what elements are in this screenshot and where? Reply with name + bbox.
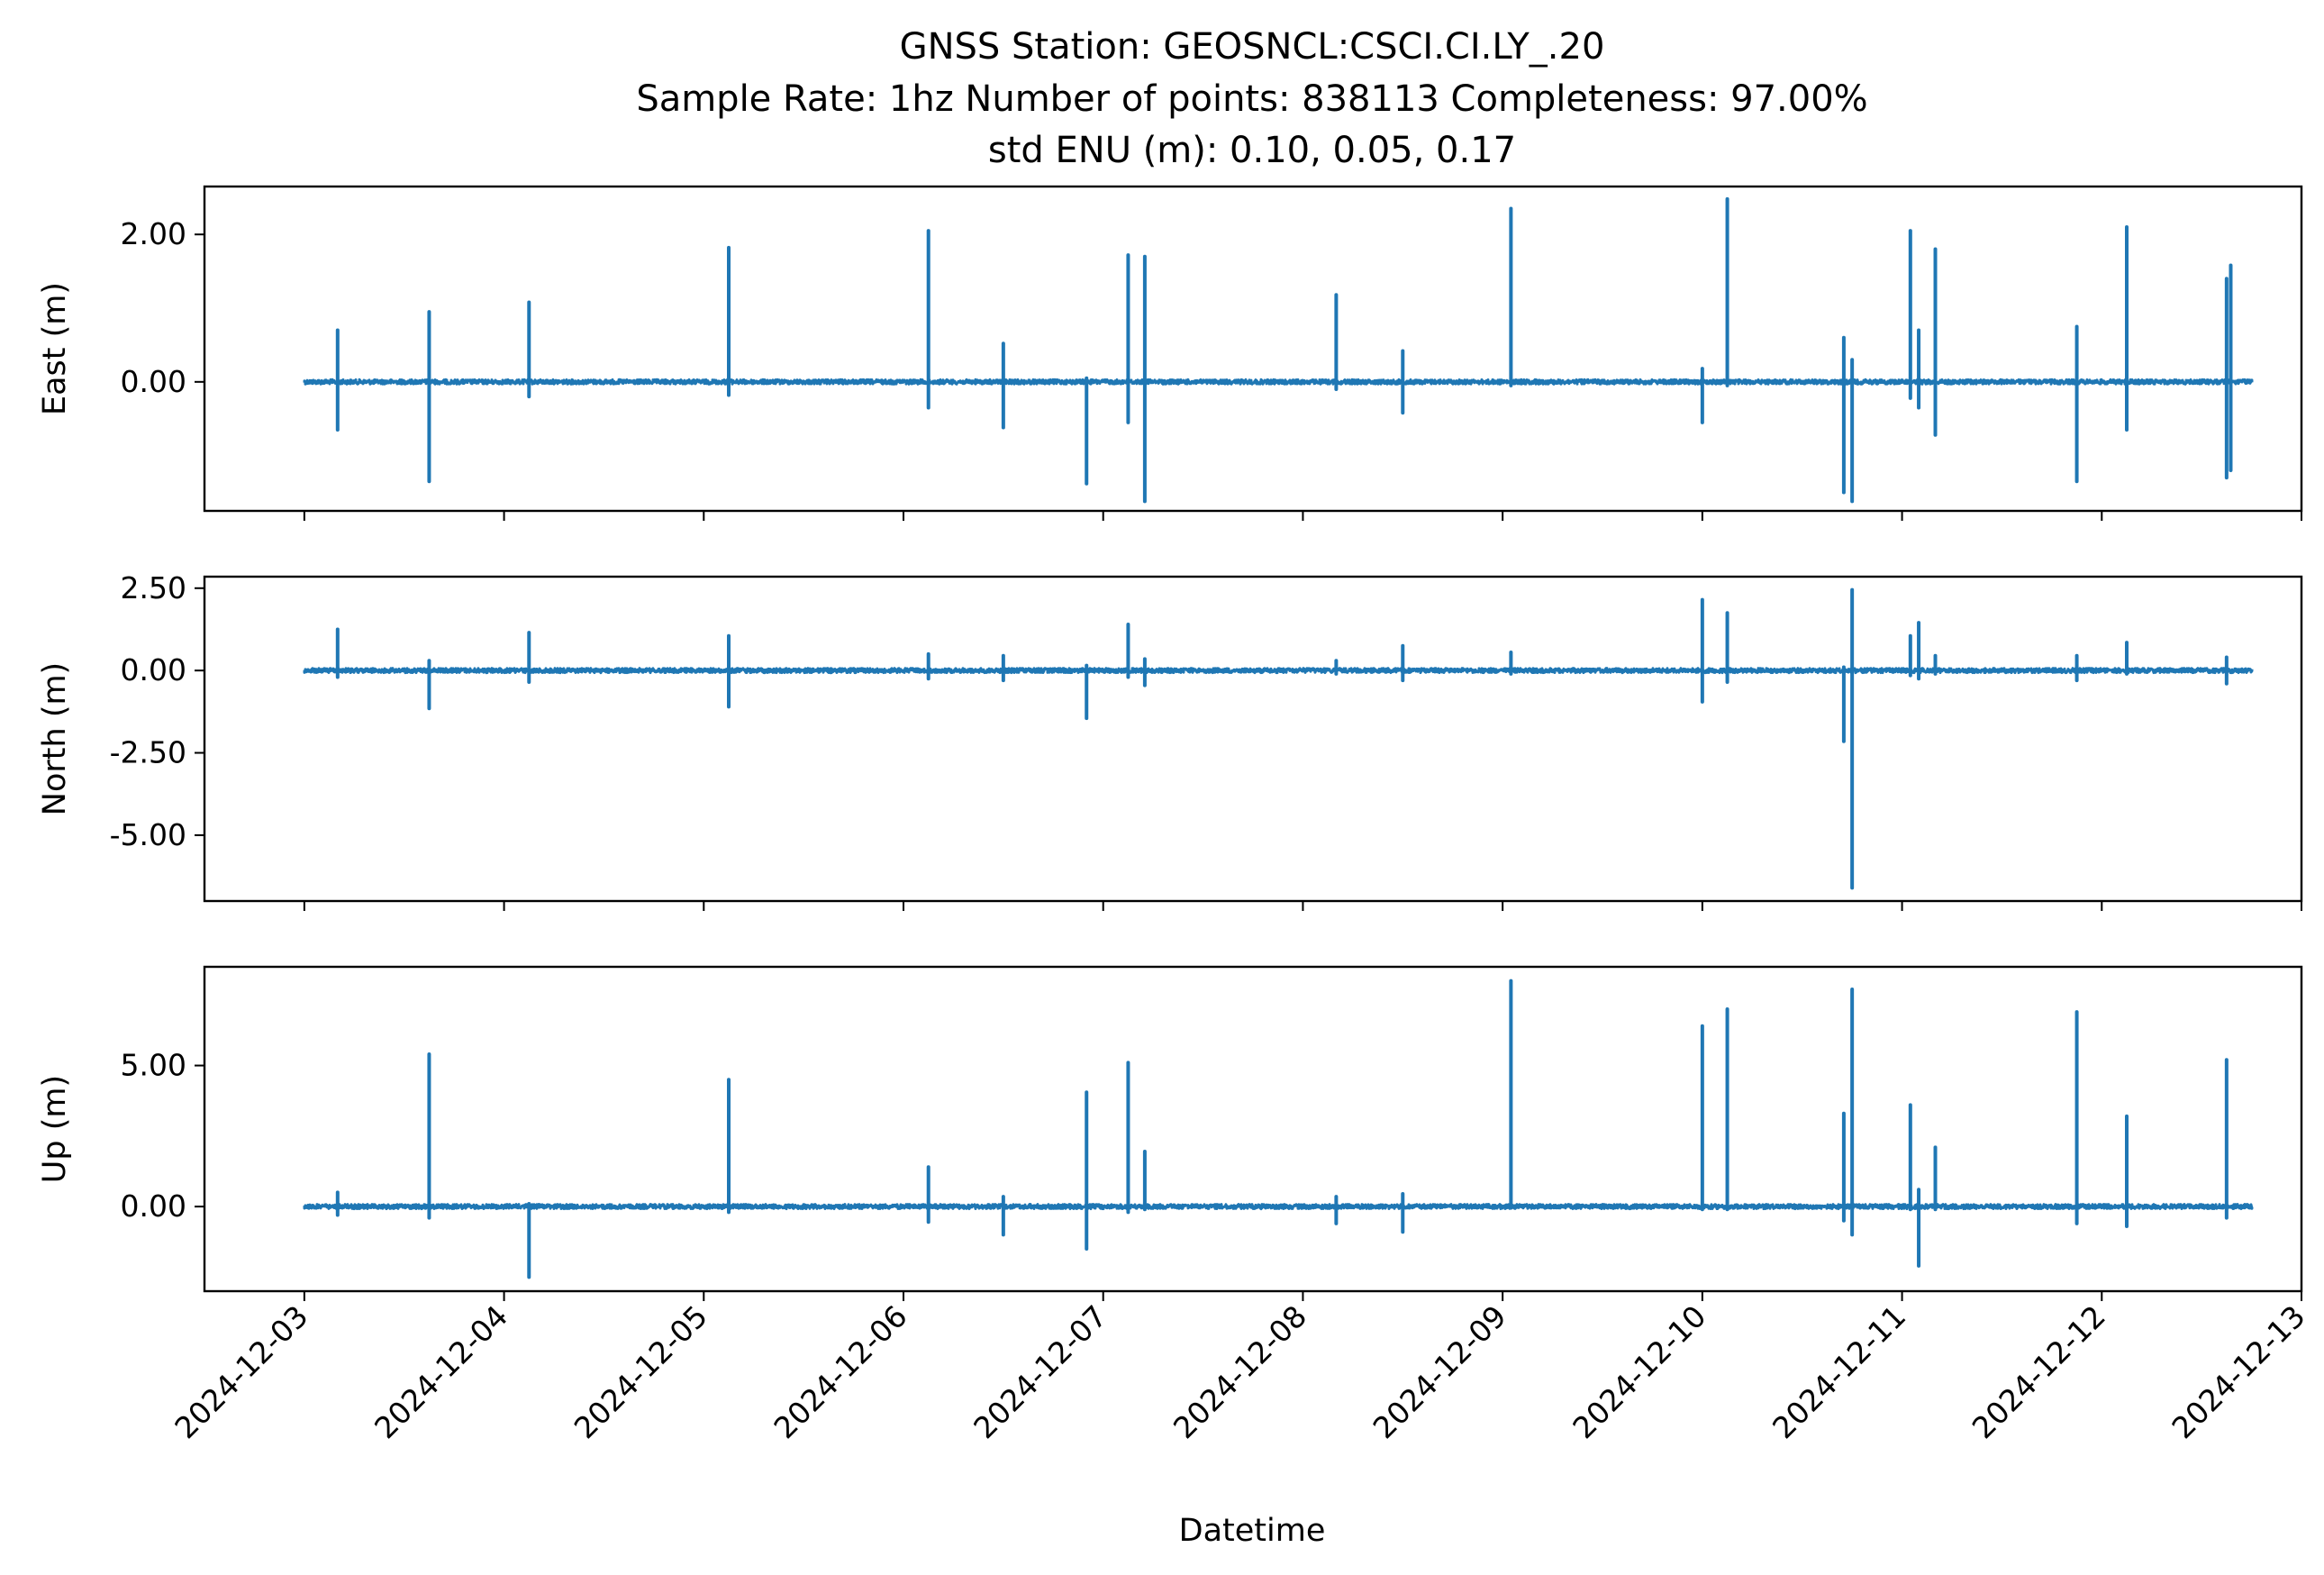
subplot-east: 2.00 0.00 East (m) [37,185,2303,521]
y-tick-label: -2.50 [110,735,186,770]
y-axis-label: North (m) [37,662,73,815]
axes-frame [203,965,2303,1293]
y-tick-label: 0.00 [121,652,186,687]
y-tick-label: 5.00 [121,1048,186,1083]
x-axis-label: Datetime [1179,1513,1326,1549]
subplot-north: 2.50 0.00 -2.50 -5.00 North (m) [37,570,2303,911]
y-axis-label: Up (m) [37,1075,73,1183]
title-line-1: GNSS Station: GEOSNCL:CSCI.CI.LY_.20 [900,26,1605,68]
axes-frame [203,185,2303,513]
y-tick-label: 0.00 [121,364,186,399]
y-tick-label: -5.00 [110,817,186,852]
title-line-2: Sample Rate: 1hz Number of points: 83811… [636,78,1867,120]
axes-frame [203,575,2303,903]
y-tick-label: 2.00 [121,216,186,251]
series-baseline [303,667,2254,675]
y-tick-label: 0.00 [121,1188,186,1224]
y-axis-label: East (m) [37,282,73,415]
series-baseline [303,378,2254,386]
chart-title: GNSS Station: GEOSNCL:CSCI.CI.LY_.20 Sam… [636,26,1867,171]
y-tick-label: 2.50 [121,570,186,605]
series-baseline [303,1203,2254,1211]
title-line-3: std ENU (m): 0.10, 0.05, 0.17 [988,130,1516,171]
